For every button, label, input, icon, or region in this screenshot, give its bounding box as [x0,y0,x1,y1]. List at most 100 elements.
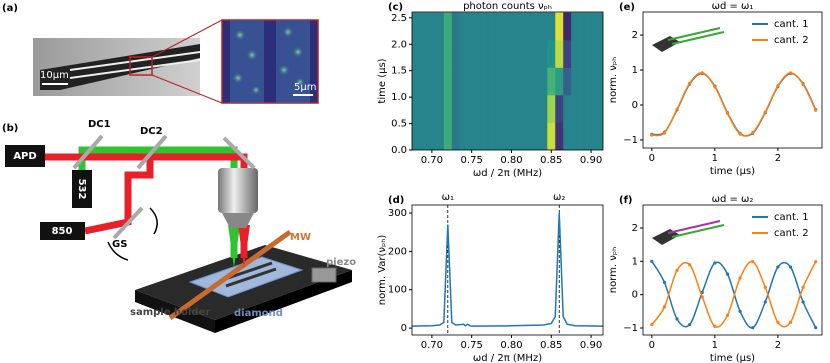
panel-label: (f) [619,195,633,206]
data-point [814,260,818,264]
x-tick-label: 0.75 [461,155,483,166]
mw-wire [168,229,292,321]
axes-frame [411,11,604,151]
heat-cell [539,95,548,123]
heat-cell [515,67,524,96]
heat-cell [412,12,421,41]
heat-cell [555,122,564,150]
marker-label: ω₂ [553,192,565,203]
heat-cell [587,40,596,68]
apd-label: APD [13,151,36,162]
heat-cell [427,40,437,68]
heat-cell [507,95,516,123]
panel-b: (b) APD 532 850 DC1 DC2 GS MW piezo samp… [2,119,356,333]
data-point [738,276,742,280]
axes-frame [642,204,823,336]
heat-cell [435,122,445,150]
heat-cell [571,122,580,150]
heat-cell [555,40,564,68]
data-point [738,132,742,136]
mirror [72,134,104,170]
axes-frame [411,204,604,336]
data-point [788,71,793,75]
holder-label: sample holder [130,307,210,318]
heat-cell [459,67,469,96]
apd-box [5,145,45,167]
heat-cell [443,67,453,96]
heat-cell [587,95,596,123]
data-point [751,260,755,264]
chart-panel: 0.70 0.75 0.80 0.85 0.90 0.0 0.5 1.0 1.5 2.0 2.5 ωd… [377,1,604,179]
heat-cell [579,122,588,150]
heat-cell [475,12,484,41]
heat-cell [427,95,437,123]
heat-cell [539,122,548,150]
heat-cell [467,95,476,123]
panel-label: (b) [2,123,18,134]
data-point [814,326,818,330]
data-point [751,326,755,330]
y-tick-label: 1.0 [391,92,407,103]
diamond-plate [188,256,304,298]
heat-cell [563,122,572,150]
panel-label: (c) [388,2,403,13]
data-point [650,259,654,263]
chart-title: ωd = ω₁ [712,1,754,12]
chart-panel: cant. 1 cant. 2 0 1 2 −1 0 1 2 time (μs) norm. νₚₕ… [608,194,823,363]
heat-cell [523,40,532,68]
y-axis-label: norm. νₚₕ [608,247,619,293]
x-tick-label: 0 [649,340,655,351]
panel-label: (a) [2,3,18,14]
heat-cell [427,67,437,96]
red-cone [238,225,250,268]
y-tick-label: 1 [632,256,638,267]
piezo [311,267,337,283]
heat-cell [491,95,500,123]
legend-label: cant. 2 [774,35,809,46]
y-tick-label: 0 [632,290,638,301]
scale-label: 10μm [40,70,69,81]
scale-label: 5μm [294,82,316,93]
data-point [713,324,717,328]
heat-cell [571,40,580,68]
heat-cell [443,12,453,41]
heat-cell [435,95,445,123]
x-tick-label: 0.70 [421,340,443,351]
data-point [763,110,767,114]
heat-cell [555,12,564,41]
data-point [675,107,679,111]
heat-cell [467,12,476,41]
axes-frame [642,11,823,149]
heat-cell [587,67,596,96]
data-line [651,260,817,328]
heat-cell [427,12,437,41]
data-point [763,300,767,304]
heat-cell [515,122,524,150]
heat-cell [507,122,516,150]
heat-cell [571,12,580,41]
data-point [662,131,667,135]
x-tick-label: 0.80 [500,155,522,166]
dc1-label: DC1 [88,119,111,130]
laser-box [72,170,92,208]
y-tick-label: 2.0 [391,39,407,50]
heat-cell [579,12,588,41]
x-tick-label: 0.80 [500,340,522,351]
cantilever [69,51,201,71]
heat-cell [547,67,556,96]
y-tick-label: 1.5 [391,66,407,77]
heat-cell [531,40,540,68]
x-tick-label: 0.85 [540,155,562,166]
heat-cell [451,122,461,150]
laser-label: 532 [76,179,87,200]
heat-cell [507,12,516,41]
data-point [788,320,793,324]
heat-cell [523,122,532,150]
heat-cell [412,40,421,68]
heat-cell [499,122,508,150]
data-line [412,213,603,327]
heat-cell [459,122,469,150]
heat-cell [563,67,572,96]
galvo-mirror [112,206,144,240]
cantilever-base [40,44,200,90]
